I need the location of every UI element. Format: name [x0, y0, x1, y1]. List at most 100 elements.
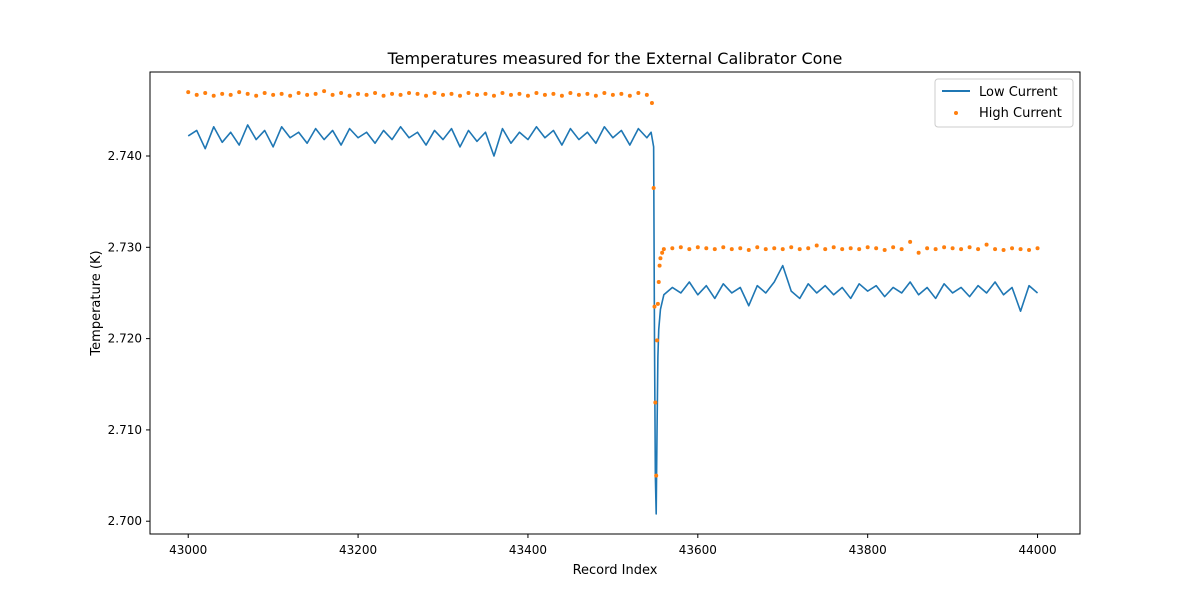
data-point-high-current [933, 247, 938, 252]
plot-area [186, 89, 1040, 515]
data-point-high-current [831, 245, 836, 250]
data-point-high-current [407, 91, 412, 95]
data-point-high-current [610, 92, 615, 97]
data-point-high-current [373, 91, 378, 95]
data-point-high-current [967, 245, 972, 250]
data-point-high-current [656, 280, 661, 284]
data-point-high-current [729, 247, 734, 252]
data-point-high-current [655, 338, 660, 343]
data-point-high-current [271, 92, 276, 97]
data-point-high-current [500, 91, 505, 95]
data-point-high-current [228, 92, 233, 97]
data-point-high-current [738, 246, 743, 251]
data-point-high-current [874, 246, 879, 251]
data-point-high-current [891, 245, 896, 250]
data-point-high-current [424, 93, 429, 98]
data-point-high-current [194, 92, 199, 97]
data-point-high-current [899, 247, 904, 252]
data-point-high-current [908, 239, 913, 244]
data-point-high-current [806, 246, 811, 251]
data-point-high-current [415, 91, 420, 96]
x-tick-label: 44000 [1018, 543, 1056, 557]
data-point-high-current [916, 250, 921, 255]
data-point-high-current [585, 91, 590, 96]
data-point-high-current [474, 92, 479, 97]
x-tick-label: 43400 [509, 543, 547, 557]
legend: Low Current High Current [934, 78, 1074, 128]
data-point-high-current [1018, 247, 1023, 252]
data-point-high-current [993, 247, 998, 252]
data-point-high-current [288, 93, 293, 98]
legend-label-high-current: High Current [979, 106, 1062, 121]
x-axis-label: Record Index [573, 563, 658, 578]
data-point-high-current [755, 245, 760, 250]
data-point-high-current [959, 247, 964, 252]
data-point-high-current [559, 93, 564, 98]
data-point-high-current [712, 247, 717, 252]
data-point-high-current [279, 91, 284, 96]
data-point-high-current [576, 92, 581, 97]
data-point-high-current [649, 101, 654, 106]
data-point-high-current [602, 91, 607, 95]
data-point-high-current [211, 93, 216, 98]
data-point-high-current [322, 89, 327, 94]
data-point-high-current [763, 247, 768, 252]
data-point-high-current [313, 91, 318, 96]
data-point-high-current [458, 93, 462, 98]
data-point-high-current [186, 90, 191, 95]
data-point-high-current [542, 92, 547, 97]
data-point-high-current [746, 248, 751, 253]
data-point-high-current [237, 90, 242, 95]
data-point-high-current [653, 400, 658, 405]
y-tick-label: 2.740 [108, 149, 142, 163]
data-point-high-current [984, 242, 989, 247]
data-point-high-current [950, 246, 955, 251]
data-point-high-current [593, 93, 598, 98]
y-tick-label: 2.720 [108, 332, 142, 346]
data-point-high-current [568, 91, 573, 95]
data-point-high-current [466, 91, 471, 95]
data-point-high-current [339, 91, 344, 95]
y-tick-label: 2.710 [108, 423, 142, 437]
x-tick-label: 43200 [339, 543, 377, 557]
x-tick-label: 43800 [849, 543, 887, 557]
data-point-high-current [305, 92, 310, 97]
data-point-high-current [942, 245, 947, 250]
data-point-high-current [296, 91, 301, 95]
data-point-high-current [840, 247, 845, 252]
data-point-high-current [203, 91, 208, 95]
data-point-high-current [491, 93, 496, 98]
series-line-low-current [187, 124, 1039, 515]
x-tick-label: 43000 [169, 543, 207, 557]
y-tick-label: 2.700 [108, 514, 142, 528]
data-point-high-current [381, 93, 386, 98]
data-point-high-current [441, 92, 446, 97]
data-point-high-current [517, 91, 522, 96]
data-point-high-current [1001, 248, 1006, 253]
data-point-high-current [551, 91, 556, 96]
data-point-high-current [651, 185, 656, 190]
y-tick-label: 2.730 [108, 240, 142, 254]
data-point-high-current [721, 245, 726, 250]
data-point-high-current [220, 91, 225, 96]
data-point-high-current [882, 248, 887, 253]
data-point-high-current [432, 91, 437, 95]
data-point-high-current [823, 247, 828, 252]
data-point-high-current [678, 245, 683, 250]
chart-title: Temperatures measured for the External C… [387, 49, 843, 68]
data-point-high-current [657, 263, 662, 268]
data-point-high-current [814, 243, 819, 248]
data-point-high-current [670, 246, 675, 251]
data-point-high-current [644, 92, 649, 97]
data-point-high-current [347, 93, 352, 98]
plot-frame [149, 71, 1081, 535]
legend-swatch-high-current [954, 111, 958, 115]
data-point-high-current [483, 91, 488, 96]
data-point-high-current [398, 92, 403, 97]
data-point-high-current [658, 256, 663, 261]
data-point-high-current [772, 246, 777, 251]
data-point-high-current [262, 91, 267, 95]
data-point-high-current [654, 473, 659, 478]
data-point-high-current [245, 91, 250, 96]
data-point-high-current [704, 246, 709, 251]
